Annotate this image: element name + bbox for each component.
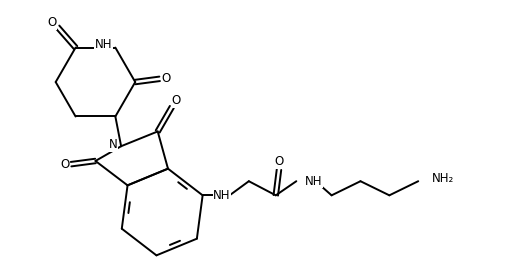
Text: O: O — [60, 158, 69, 171]
Text: O: O — [171, 94, 181, 107]
Text: O: O — [161, 72, 170, 85]
Text: NH₂: NH₂ — [431, 172, 453, 185]
Text: NH: NH — [213, 189, 230, 202]
Text: N: N — [108, 139, 117, 152]
Text: NH: NH — [305, 175, 322, 188]
Text: O: O — [47, 16, 57, 29]
Text: NH: NH — [94, 38, 112, 51]
Text: O: O — [274, 155, 283, 168]
